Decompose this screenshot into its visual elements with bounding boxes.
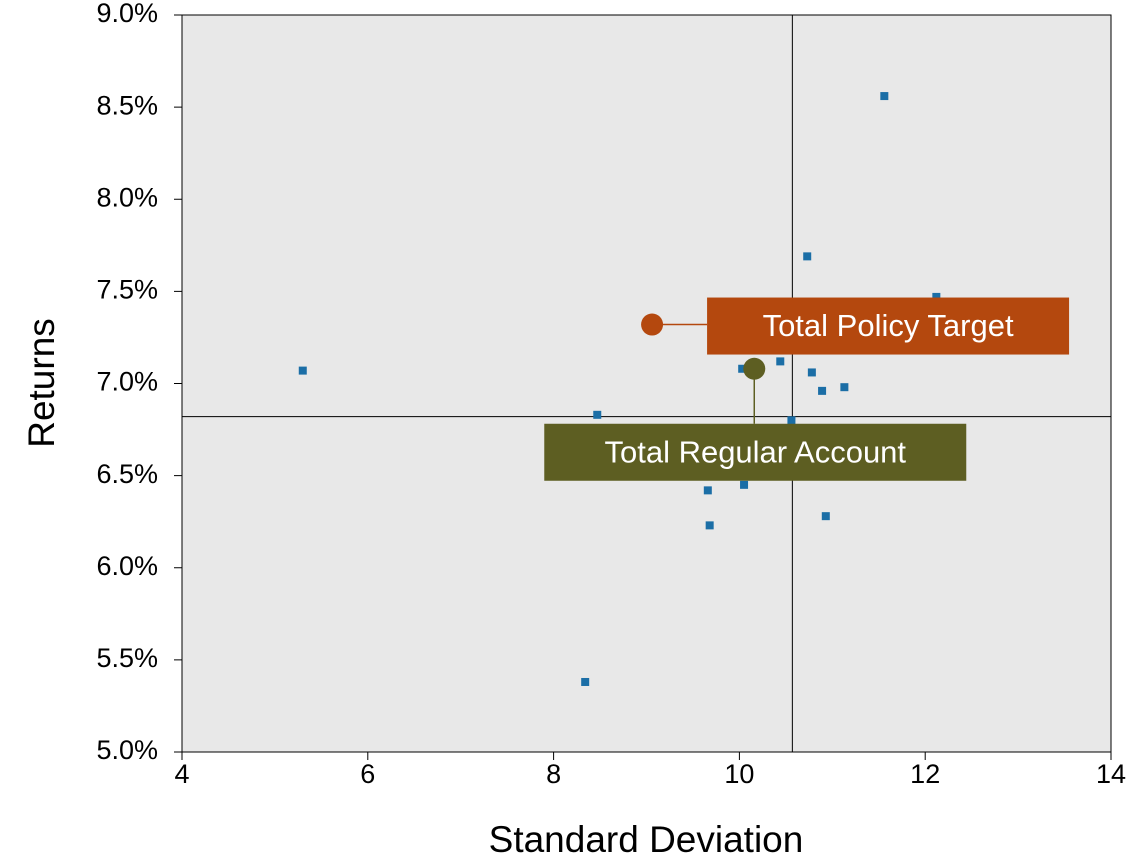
annotation-box: [544, 423, 967, 481]
scatter-point: [703, 486, 712, 495]
scatter-point: [581, 677, 590, 686]
annotation-box: [707, 297, 1070, 355]
y-tick-label: 8.0%: [96, 182, 158, 212]
annotation-label: Total Regular Account: [604, 434, 906, 469]
scatter-point: [787, 416, 796, 425]
highlight-point: [743, 357, 766, 380]
y-tick-label: 6.0%: [96, 551, 158, 581]
x-tick-label: 4: [174, 759, 189, 789]
scatter-point: [740, 480, 749, 489]
x-tick-label: 10: [724, 759, 754, 789]
highlight-point: [641, 313, 664, 336]
scatter-point: [705, 521, 714, 530]
x-tick-label: 8: [546, 759, 561, 789]
x-tick-label: 12: [910, 759, 940, 789]
scatter-point: [738, 364, 747, 373]
annotation-label: Total Policy Target: [763, 308, 1014, 343]
y-tick-label: 7.5%: [96, 275, 158, 305]
x-tick-label: 6: [360, 759, 375, 789]
scatter-point: [880, 92, 889, 101]
y-tick-label: 9.0%: [96, 0, 158, 28]
x-tick-label: 14: [1096, 759, 1126, 789]
scatter-point: [840, 383, 849, 392]
y-axis-title: Returns: [21, 318, 62, 448]
y-tick-label: 6.5%: [96, 459, 158, 489]
scatter-point: [807, 368, 816, 377]
scatter-point: [298, 366, 307, 375]
scatter-point: [593, 410, 602, 419]
x-axis-title: Standard Deviation: [489, 819, 804, 860]
scatter-point: [818, 386, 827, 395]
scatter-point: [821, 512, 830, 521]
y-tick-label: 8.5%: [96, 90, 158, 120]
y-tick-label: 5.0%: [96, 735, 158, 765]
scatter-point: [932, 292, 941, 301]
y-tick-label: 5.5%: [96, 643, 158, 673]
plot-area: [181, 14, 1112, 753]
scatter-point: [803, 252, 812, 261]
scatter-point: [776, 357, 785, 366]
y-tick-label: 7.0%: [96, 367, 158, 397]
